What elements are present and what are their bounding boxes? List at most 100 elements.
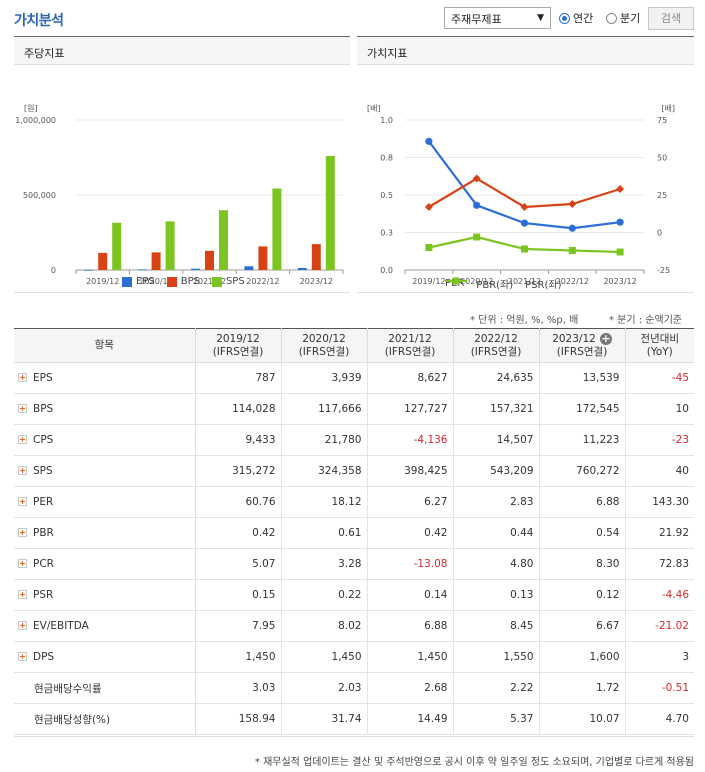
point-psr — [521, 245, 528, 253]
radio-quarter-icon — [606, 12, 617, 24]
table-cell: 1,450 — [195, 641, 282, 673]
table-cell: 2.83 — [453, 486, 540, 518]
y-left-tick-label: 0.0 — [380, 266, 393, 275]
expand-row-icon[interactable] — [18, 528, 27, 537]
column-header-label: 2023/12 + — [552, 331, 612, 345]
row-label-cell[interactable]: PSR — [14, 579, 196, 611]
column-header: 2023/12 + (IFRS연결) — [538, 328, 626, 363]
column-header-label: 항목 — [94, 339, 114, 351]
row-label-cell[interactable]: DPS — [14, 641, 196, 673]
table-cell: -0.51 — [625, 672, 694, 704]
point-psr — [568, 247, 576, 254]
statement-select[interactable]: 주재무제표 ▼ — [444, 7, 551, 29]
expand-row-icon[interactable] — [18, 466, 27, 475]
table-cell: 10.07 — [539, 703, 626, 735]
table-row: PSR 0.15 0.22 0.14 0.13 0.12 -4.46 — [14, 579, 694, 611]
radio-annual[interactable]: 연간 — [559, 10, 593, 26]
search-button[interactable]: 검색 — [648, 7, 694, 30]
row-label-cell[interactable]: BPS — [14, 393, 196, 425]
y-left-tick-label: 0.3 — [380, 229, 393, 238]
row-label-cell[interactable]: CPS — [14, 424, 196, 456]
point-pbr — [472, 174, 481, 183]
row-label: SPS — [33, 465, 53, 477]
table-cell: 760,272 — [539, 455, 626, 487]
legend-item-sps[interactable]: SPS — [211, 276, 245, 287]
valuation-chart-area: [배] [배] 1.0 75 0.8 50 0.5 25 0.3 0 0.0 -25 2019/12 20… — [357, 65, 694, 292]
expand-columns-icon[interactable]: + — [599, 331, 612, 345]
row-label-cell[interactable]: SPS — [14, 455, 196, 487]
bar-eps — [84, 269, 94, 271]
row-label-cell[interactable]: PBR — [14, 517, 196, 549]
legend-item-psr[interactable]: PSR(좌) — [445, 276, 562, 291]
column-header: 전년대비 (YoY) — [624, 328, 694, 363]
table-cell: 2.03 — [281, 672, 368, 704]
y-tick-label: 500,000 — [23, 191, 56, 200]
legend-swatch — [122, 276, 132, 287]
expand-row-icon[interactable] — [18, 590, 27, 599]
table-cell: 157,321 — [453, 393, 540, 425]
expand-row-icon[interactable] — [18, 559, 27, 568]
table-row: DPS 1,450 1,450 1,450 1,550 1,600 3 — [14, 641, 694, 673]
radio-quarter[interactable]: 분기 — [606, 10, 640, 26]
row-label: PBR — [33, 527, 54, 539]
table-cell: 315,272 — [195, 455, 282, 487]
statement-select-value: 주재무제표 — [451, 13, 502, 26]
footnote: * 재무실적 업데이트는 결산 및 주석반영으로 공시 이후 약 일주일 정도 … — [254, 757, 694, 768]
table-cell: -45 — [625, 362, 694, 394]
table-cell: 0.42 — [367, 517, 454, 549]
table-cell: 4.80 — [453, 548, 540, 580]
table-cell: 7.95 — [195, 610, 282, 642]
expand-row-icon[interactable] — [18, 404, 27, 413]
legend-item-eps[interactable]: EPS — [122, 276, 155, 287]
expand-row-icon[interactable] — [18, 435, 27, 444]
column-header-sublabel: (IFRS연결) — [212, 345, 264, 358]
y-right-tick-label: 75 — [657, 116, 667, 125]
point-psr — [425, 244, 433, 251]
expand-row-icon[interactable] — [18, 621, 27, 630]
table-cell: 18.12 — [281, 486, 368, 518]
row-label-cell[interactable]: EV/EBITDA — [14, 610, 196, 642]
valuation-line-chart: [배] [배] 1.0 75 0.8 50 0.5 25 0.3 0 0.0 -25 2019/12 20… — [367, 104, 675, 286]
legend-marker-point — [452, 277, 460, 285]
table-cell: 0.22 — [281, 579, 368, 611]
per-share-bar-chart: [원] 1,000,000 500,000 0 2019/12 2020/12 2021/1… — [15, 104, 344, 286]
legend-label: PSR(좌) — [525, 280, 562, 291]
legend-item-pbr[interactable]: PBR(좌) — [445, 276, 513, 291]
row-label: PER — [33, 496, 54, 508]
column-header: 항목 — [14, 328, 196, 363]
expand-row-icon[interactable] — [18, 497, 27, 506]
row-label-cell[interactable]: PER — [14, 486, 196, 518]
table-cell: 6.88 — [367, 610, 454, 642]
point-psr — [473, 233, 481, 241]
column-header-label: 2019/12 — [216, 332, 260, 345]
row-label-cell[interactable]: PCR — [14, 548, 196, 580]
per-share-chart-area: [원] 1,000,000 500,000 0 2019/12 2020/12 2021/1… — [14, 65, 350, 292]
y-axis-right-unit: [배] — [661, 104, 675, 113]
table-cell: 2.68 — [367, 672, 454, 704]
per-share-panel: 주당지표 [원] 1,000,000 500,000 0 2019/12 2020/12 2… — [14, 36, 350, 293]
table-cell: 6.88 — [539, 486, 626, 518]
table-cell: 21,780 — [281, 424, 368, 456]
row-label: BPS — [33, 403, 54, 415]
table-row: 현금배당수익률 3.03 2.03 2.68 2.22 1.72 -0.51 — [14, 672, 694, 704]
table-row: EPS 787 3,939 8,627 24,635 13,539 -45 — [14, 362, 694, 394]
row-label: PCR — [33, 558, 54, 570]
expand-row-icon[interactable] — [18, 373, 27, 382]
radio-annual-icon — [559, 12, 570, 24]
bar-bps — [311, 244, 321, 270]
y-left-tick-label: 0.8 — [380, 154, 393, 163]
y-right-tick-label: 50 — [657, 154, 667, 163]
table-cell: 13,539 — [539, 362, 626, 394]
row-label: 현금배당수익률 — [34, 682, 102, 695]
row-label-cell[interactable]: EPS — [14, 362, 196, 394]
table-cell: 143.30 — [625, 486, 694, 518]
legend-item-bps[interactable]: BPS — [166, 276, 200, 287]
table-cell: 3.28 — [281, 548, 368, 580]
x-tick-label: 2022/12 — [556, 277, 589, 286]
table-cell: 324,358 — [281, 455, 368, 487]
expand-row-icon[interactable] — [18, 652, 27, 661]
bar-sps — [272, 188, 282, 270]
table-row: SPS 315,272 324,358 398,425 543,209 760,272 40 — [14, 455, 694, 487]
column-header-label: 2020/12 — [302, 332, 346, 345]
x-tick-label: 2023/12 — [300, 277, 333, 286]
